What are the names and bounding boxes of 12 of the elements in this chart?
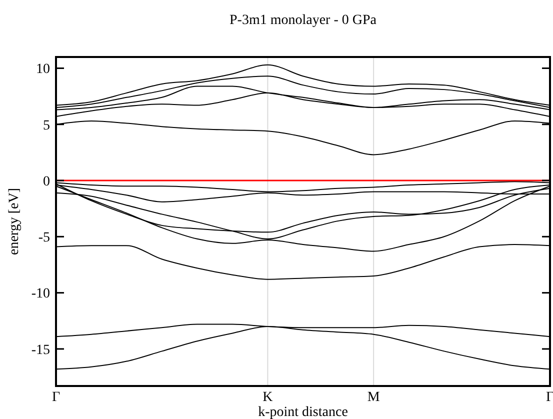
x-tick-label: K	[262, 390, 273, 405]
y-tick-label: 0	[43, 174, 50, 190]
y-axis-title: energy [eV]	[7, 188, 22, 255]
x-tick-label: M	[367, 390, 380, 405]
x-axis-title: k-point distance	[258, 405, 348, 419]
chart-title: P-3m1 monolayer - 0 GPa	[230, 13, 378, 28]
y-tick-label: -10	[31, 286, 50, 302]
y-tick-label: -15	[31, 342, 50, 358]
x-tick-label: Γ	[52, 390, 60, 405]
y-tick-label: -5	[38, 230, 50, 246]
y-tick-label: 10	[36, 62, 50, 78]
y-tick-label: 5	[43, 118, 50, 134]
